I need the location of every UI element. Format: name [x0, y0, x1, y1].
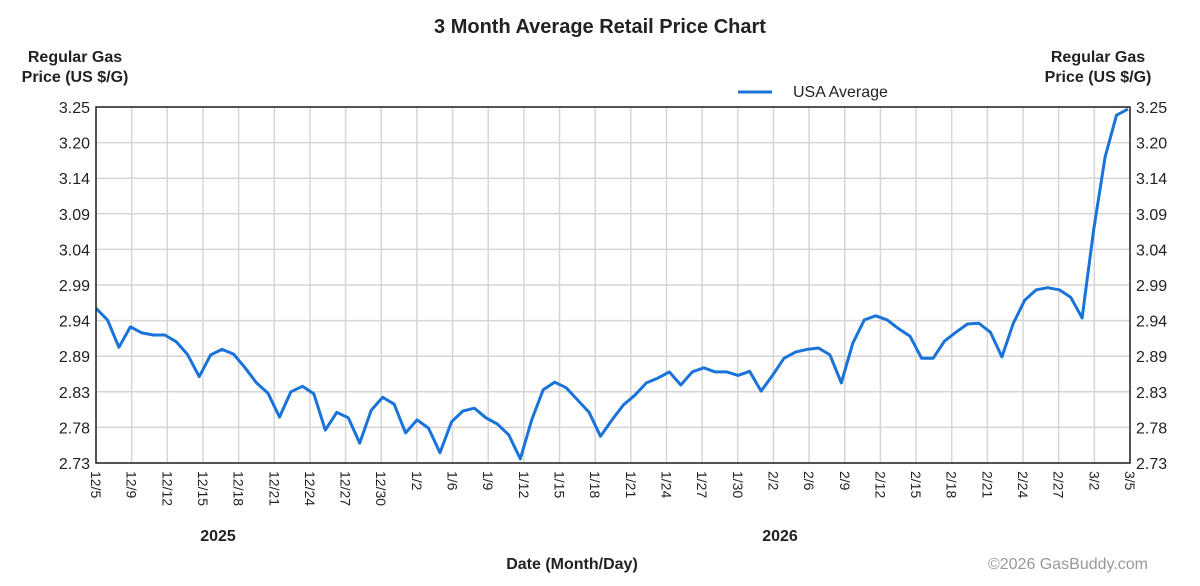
y-tick-label-left: 2.94 [59, 314, 90, 331]
x-tick-label: 1/24 [658, 471, 674, 498]
y-tick-label-right: 3.14 [1136, 171, 1167, 188]
y-tick-label-right: 3.20 [1136, 136, 1167, 153]
y-tick-label-right: 3.09 [1136, 207, 1167, 224]
x-axis-label: Date (Month/Day) [506, 556, 638, 573]
x-tick-label: 2/24 [1015, 471, 1031, 498]
x-tick-label: 12/30 [373, 471, 389, 506]
y-tick-label-left: 3.25 [59, 100, 90, 117]
y-tick-label-left: 2.73 [59, 456, 90, 473]
y-tick-label-left: 3.04 [59, 242, 90, 259]
y-tick-label-left: 2.99 [59, 278, 90, 295]
x-tick-label: 1/21 [623, 471, 639, 498]
series-line-usa-average [94, 107, 1129, 461]
left-axis-label-line1: Regular Gas [28, 49, 122, 66]
x-tick-label: 12/18 [231, 471, 247, 506]
y-tick-label-left: 2.83 [59, 385, 90, 402]
left-axis-label-line2: Price (US $/G) [22, 69, 129, 86]
x-tick-label: 2/2 [765, 471, 781, 491]
x-tick-label: 2/15 [908, 471, 924, 498]
y-tick-label-right: 2.94 [1136, 314, 1167, 331]
copyright-credit: ©2026 GasBuddy.com [988, 556, 1148, 573]
x-tick-label: 12/5 [88, 471, 104, 498]
x-tick-label: 2/27 [1051, 471, 1067, 498]
y-tick-label-right: 3.25 [1136, 100, 1167, 117]
x-tick-label: 1/27 [694, 471, 710, 498]
x-tick-label: 1/18 [587, 471, 603, 498]
x-tick-label: 1/15 [552, 471, 568, 498]
right-axis-label-line1: Regular Gas [1051, 49, 1145, 66]
x-tick-label: 1/2 [409, 471, 425, 491]
chart-title: 3 Month Average Retail Price Chart [434, 16, 766, 38]
x-tick-label: 12/24 [302, 471, 318, 506]
x-tick-label: 12/15 [195, 471, 211, 506]
y-tick-label-left: 3.20 [59, 136, 90, 153]
x-tick-label: 12/12 [159, 471, 175, 506]
year-label-2026: 2026 [762, 528, 798, 545]
y-tick-label-right: 2.89 [1136, 349, 1167, 366]
y-tick-label-right: 3.04 [1136, 242, 1167, 259]
x-tick-label: 1/9 [480, 471, 496, 491]
y-tick-label-right: 2.99 [1136, 278, 1167, 295]
year-label-2025: 2025 [200, 528, 236, 545]
y-tick-label-left: 3.14 [59, 171, 90, 188]
x-tick-label: 2/6 [801, 471, 817, 491]
x-tick-label: 1/6 [445, 471, 461, 491]
x-tick-label: 2/12 [872, 471, 888, 498]
y-tick-label-right: 2.78 [1136, 420, 1167, 437]
right-axis-label-line2: Price (US $/G) [1045, 69, 1152, 86]
x-tick-label: 12/27 [338, 471, 354, 506]
x-tick-label: 3/2 [1086, 471, 1102, 491]
y-tick-label-left: 2.89 [59, 349, 90, 366]
x-tick-label: 2/18 [944, 471, 960, 498]
y-tick-label-right: 2.83 [1136, 385, 1167, 402]
x-tick-label: 2/21 [979, 471, 995, 498]
plot-frame [95, 106, 1131, 464]
x-tick-label: 1/12 [516, 471, 532, 498]
y-tick-label-left: 3.09 [59, 207, 90, 224]
x-tick-label: 2/9 [837, 471, 853, 491]
y-tick-label-left: 2.78 [59, 420, 90, 437]
x-tick-label: 1/30 [730, 471, 746, 498]
x-tick-label: 12/9 [124, 471, 140, 498]
x-tick-label: 3/5 [1122, 471, 1138, 491]
x-tick-label: 12/21 [266, 471, 282, 506]
legend-label: USA Average [793, 84, 888, 101]
y-tick-label-right: 2.73 [1136, 456, 1167, 473]
